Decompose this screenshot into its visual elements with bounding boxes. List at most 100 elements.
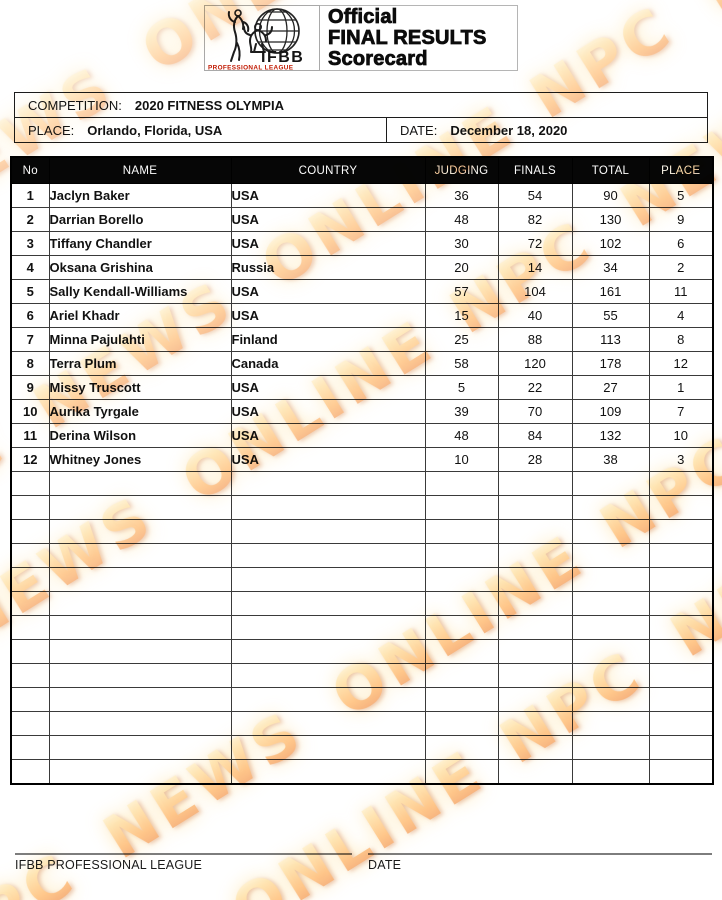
cell-name: Missy Truscott — [48, 375, 232, 400]
empty-cell — [48, 711, 232, 736]
cell-finals: 82 — [497, 207, 573, 232]
cell-judging: 57 — [424, 279, 499, 304]
ifbb-logo: IFBB PROFESSIONAL LEAGUE — [204, 5, 320, 71]
empty-cell — [48, 543, 232, 568]
cell-no: 4 — [10, 255, 50, 280]
empty-row — [10, 711, 714, 736]
empty-cell — [571, 567, 650, 592]
cell-judging: 30 — [424, 231, 499, 256]
cell-no: 3 — [10, 231, 50, 256]
footer: IFBB PROFESSIONAL LEAGUE DATE — [15, 853, 712, 872]
signature-line — [368, 853, 712, 855]
cell-finals: 72 — [497, 231, 573, 256]
cell-no: 1 — [10, 183, 50, 208]
cell-finals: 70 — [497, 399, 573, 424]
cell-country: Finland — [230, 327, 426, 352]
table-row: 3 Tiffany Chandler USA 30 72 102 6 — [10, 231, 714, 256]
empty-row — [10, 567, 714, 592]
empty-cell — [424, 615, 499, 640]
empty-cell — [424, 471, 499, 496]
results-table-body: 1 Jaclyn Baker USA 36 54 90 5 2 Darrian Borello U… — [10, 183, 714, 785]
competition-row: COMPETITION: 2020 FITNESS OLYMPIA — [15, 93, 707, 117]
empty-cell — [10, 567, 50, 592]
cell-total: 161 — [571, 279, 650, 304]
empty-cell — [571, 687, 650, 712]
cell-place: 7 — [648, 399, 714, 424]
empty-cell — [497, 735, 573, 760]
table-row: 12 Whitney Jones USA 10 28 38 3 — [10, 447, 714, 472]
empty-cell — [10, 543, 50, 568]
table-row: 4 Oksana Grishina Russia 20 14 34 2 — [10, 255, 714, 280]
empty-cell — [424, 759, 499, 785]
empty-cell — [230, 663, 426, 688]
empty-cell — [10, 735, 50, 760]
cell-no: 6 — [10, 303, 50, 328]
cell-name: Derina Wilson — [48, 423, 232, 448]
cell-total: 132 — [571, 423, 650, 448]
cell-no: 8 — [10, 351, 50, 376]
cell-finals: 40 — [497, 303, 573, 328]
cell-no: 9 — [10, 375, 50, 400]
empty-cell — [10, 615, 50, 640]
header-judging: JUDGING — [424, 156, 499, 184]
empty-cell — [48, 495, 232, 520]
cell-country: USA — [230, 399, 426, 424]
empty-cell — [424, 687, 499, 712]
cell-finals: 120 — [497, 351, 573, 376]
results-table-header: No NAME COUNTRY JUDGING FINALS TOTAL PLA… — [10, 156, 714, 184]
empty-row — [10, 519, 714, 544]
cell-total: 178 — [571, 351, 650, 376]
empty-cell — [497, 615, 573, 640]
empty-cell — [230, 495, 426, 520]
title-line-2: FINAL RESULTS — [328, 27, 487, 49]
cell-country: USA — [230, 207, 426, 232]
empty-cell — [230, 735, 426, 760]
empty-cell — [424, 663, 499, 688]
cell-country: USA — [230, 447, 426, 472]
empty-cell — [648, 519, 714, 544]
empty-cell — [424, 591, 499, 616]
cell-judging: 10 — [424, 447, 499, 472]
empty-cell — [571, 495, 650, 520]
empty-cell — [571, 759, 650, 785]
cell-country: USA — [230, 303, 426, 328]
cell-place: 11 — [648, 279, 714, 304]
table-row: 1 Jaclyn Baker USA 36 54 90 5 — [10, 183, 714, 208]
logo-ifbb-text: IFBB — [261, 49, 304, 66]
cell-total: 90 — [571, 183, 650, 208]
cell-place: 2 — [648, 255, 714, 280]
header-total: TOTAL — [571, 156, 650, 184]
cell-judging: 58 — [424, 351, 499, 376]
empty-row — [10, 759, 714, 785]
empty-row — [10, 471, 714, 496]
cell-total: 109 — [571, 399, 650, 424]
cell-total: 113 — [571, 327, 650, 352]
competition-value: 2020 FITNESS OLYMPIA — [134, 97, 284, 113]
empty-row — [10, 735, 714, 760]
empty-cell — [230, 711, 426, 736]
empty-cell — [571, 663, 650, 688]
empty-row — [10, 495, 714, 520]
cell-judging: 48 — [424, 423, 499, 448]
empty-cell — [497, 471, 573, 496]
cell-name: Minna Pajulahti — [48, 327, 232, 352]
cell-total: 27 — [571, 375, 650, 400]
cell-judging: 36 — [424, 183, 499, 208]
empty-cell — [424, 735, 499, 760]
empty-cell — [648, 663, 714, 688]
empty-cell — [424, 711, 499, 736]
date-cell: DATE: December 18, 2020 — [386, 118, 707, 142]
empty-cell — [48, 471, 232, 496]
empty-cell — [571, 639, 650, 664]
empty-cell — [497, 591, 573, 616]
cell-name: Whitney Jones — [48, 447, 232, 472]
empty-cell — [571, 471, 650, 496]
empty-cell — [230, 615, 426, 640]
signature-block-league: IFBB PROFESSIONAL LEAGUE — [15, 853, 352, 872]
empty-cell — [497, 567, 573, 592]
report-title-box: Official FINAL RESULTS Scorecard — [320, 5, 518, 71]
empty-cell — [10, 591, 50, 616]
empty-cell — [424, 519, 499, 544]
cell-total: 38 — [571, 447, 650, 472]
table-row: 2 Darrian Borello USA 48 82 130 9 — [10, 207, 714, 232]
